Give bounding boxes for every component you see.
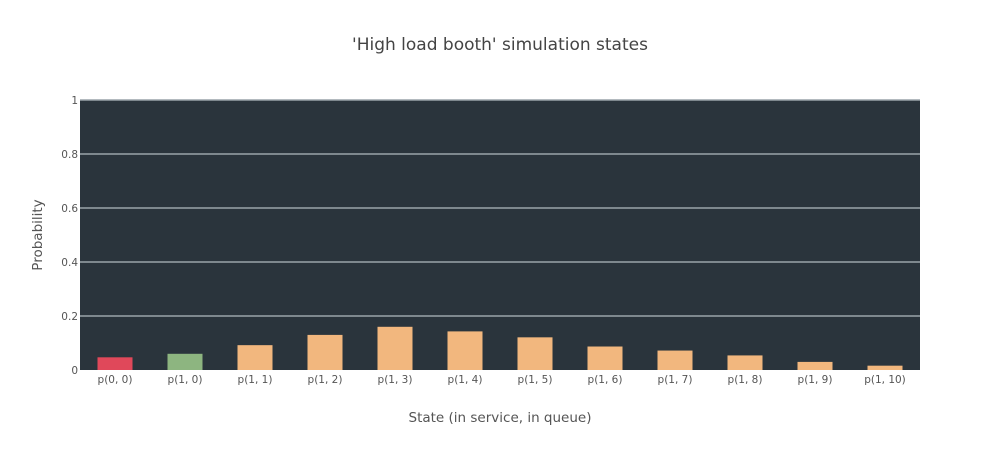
- y-tick-label: 0: [71, 365, 78, 377]
- bar: [307, 334, 343, 370]
- x-tick-label: p(1, 1): [238, 374, 273, 386]
- bar: [237, 345, 273, 370]
- gridlines: [80, 99, 920, 317]
- y-tick-label: 1: [71, 95, 78, 107]
- plot-area: [80, 100, 920, 370]
- x-tick-label: p(1, 6): [588, 374, 623, 386]
- x-tick-label: p(1, 9): [798, 374, 833, 386]
- y-tick-label: 0.4: [61, 257, 78, 269]
- y-axis-ticks: 0 0.2 0.4 0.6 0.8 1: [61, 95, 78, 377]
- x-tick-label: p(1, 0): [168, 374, 203, 386]
- x-tick-label: p(1, 4): [448, 374, 483, 386]
- bars: [97, 326, 903, 370]
- bar: [377, 326, 413, 370]
- y-tick-label: 0.6: [61, 203, 78, 215]
- bar: [727, 355, 763, 370]
- chart-title: 'High load booth' simulation states: [352, 35, 648, 55]
- y-axis-title: Probability: [30, 199, 46, 270]
- bar: [97, 357, 133, 370]
- y-tick-label: 0.2: [61, 311, 78, 323]
- bar: [657, 350, 693, 370]
- bar: [167, 353, 203, 370]
- bar: [447, 331, 483, 370]
- x-tick-label: p(1, 10): [864, 374, 906, 386]
- bar: [867, 365, 903, 370]
- x-tick-label: p(1, 8): [728, 374, 763, 386]
- x-axis-ticks: p(0, 0) p(1, 0) p(1, 1) p(1, 2) p(1, 3) p(1, …: [98, 374, 906, 386]
- x-tick-label: p(1, 3): [378, 374, 413, 386]
- bar: [587, 346, 623, 370]
- bar: [517, 337, 553, 370]
- y-tick-label: 0.8: [61, 149, 78, 161]
- bar: [797, 361, 833, 370]
- x-axis-title: State (in service, in queue): [409, 410, 592, 426]
- x-tick-label: p(1, 7): [658, 374, 693, 386]
- x-tick-label: p(1, 2): [308, 374, 343, 386]
- x-tick-label: p(1, 5): [518, 374, 553, 386]
- x-tick-label: p(0, 0): [98, 374, 133, 386]
